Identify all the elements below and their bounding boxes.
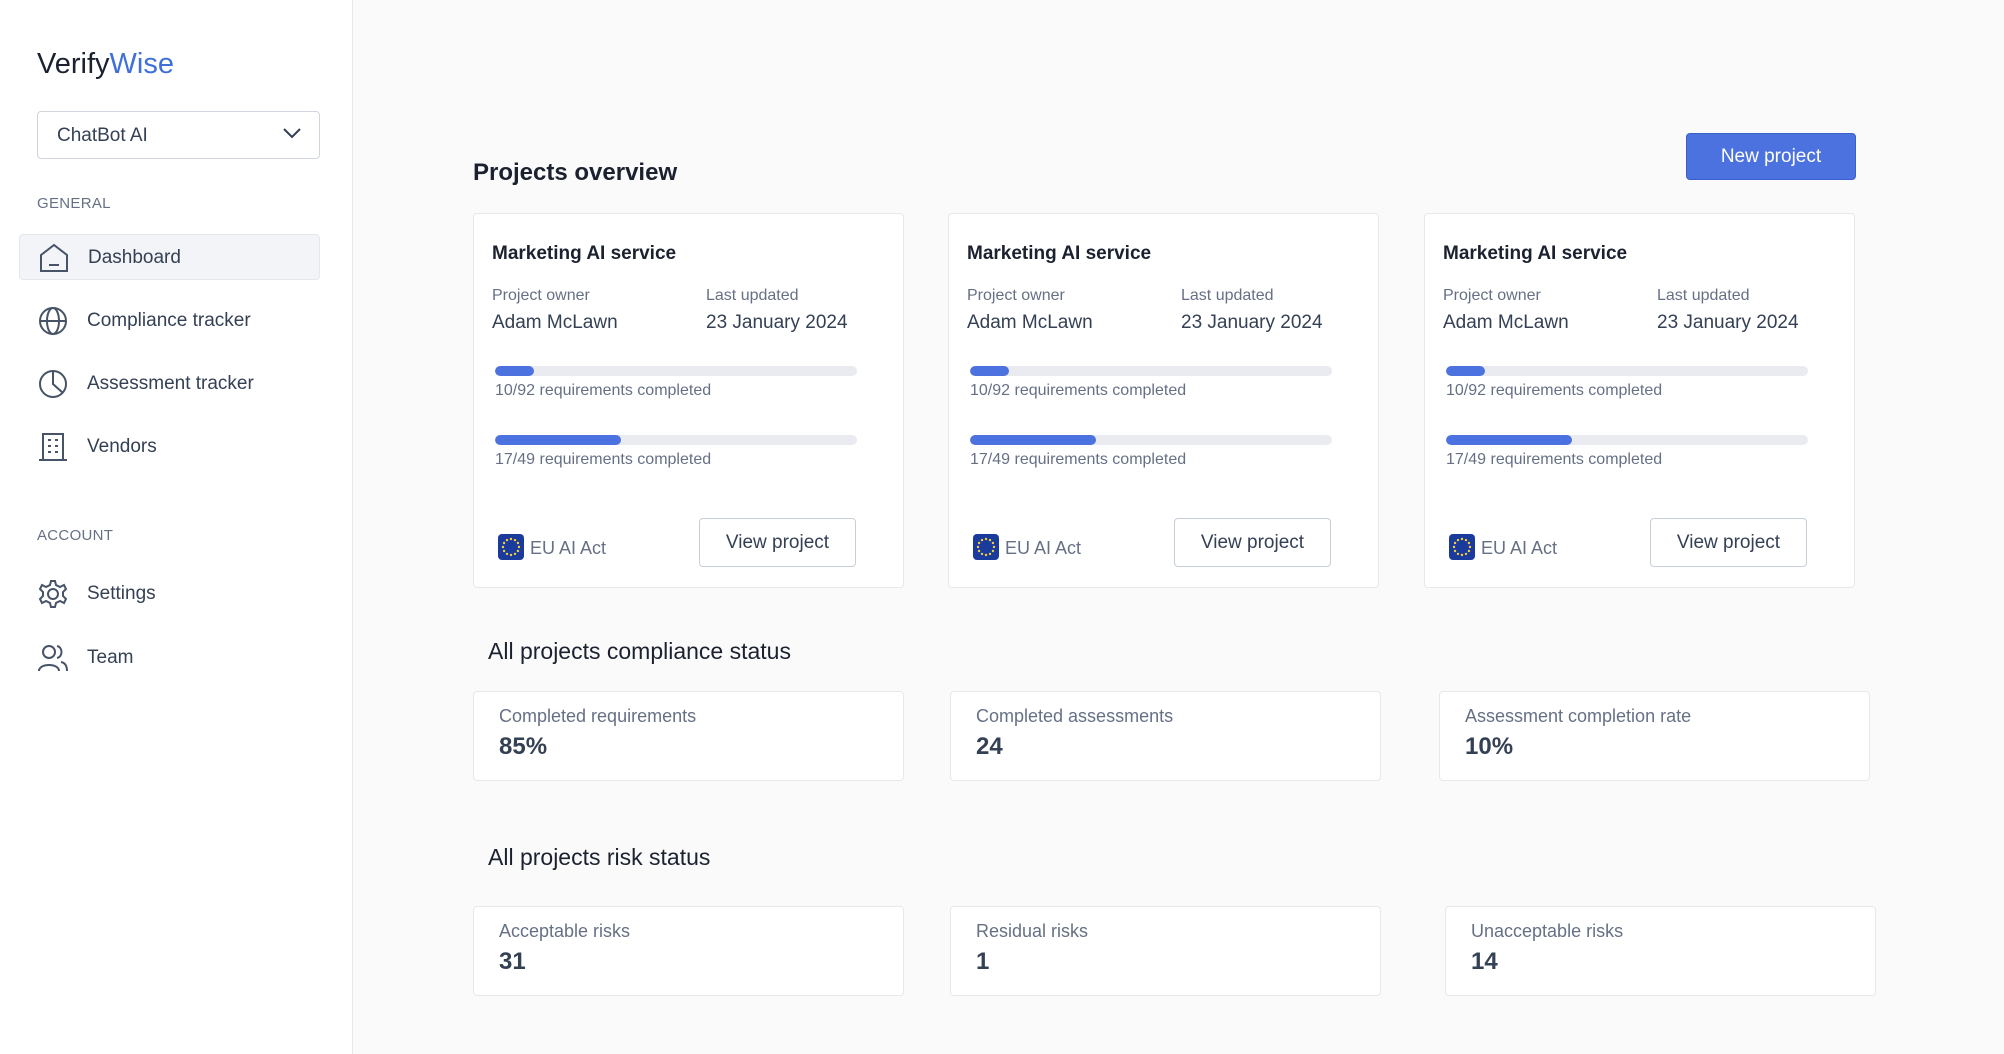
nav-label: Team (87, 647, 134, 668)
updated-label: Last updated (1181, 287, 1274, 304)
logo-text-accent: Wise (109, 48, 174, 80)
icon-building (39, 433, 67, 461)
progress-track (970, 366, 1332, 376)
view-project-button[interactable]: View project (1650, 518, 1807, 567)
owner: Adam McLawn (1443, 312, 1569, 333)
project-select[interactable]: ChatBot AI (37, 111, 320, 159)
progress-track (970, 435, 1332, 445)
stat-value: 24 (976, 733, 1003, 760)
project-card: Marketing AI service Project owner Adam Mc… (473, 213, 904, 588)
eu-flag (498, 534, 524, 560)
nav-item[interactable]: Settings (19, 571, 320, 617)
progress-track (1446, 435, 1808, 445)
stat-value: 85% (499, 733, 548, 760)
project-card: Marketing AI service Project owner Adam Mc… (948, 213, 1379, 588)
stat-value: 14 (1471, 948, 1498, 975)
nav-label: Vendors (87, 436, 157, 457)
nav-label: Assessment tracker (87, 373, 254, 394)
logo-text: Verify (37, 48, 110, 80)
stat-card: Residual risks 1 (950, 906, 1381, 996)
project-name: Marketing AI service (967, 243, 1152, 264)
framework: EU AI Act (530, 538, 607, 558)
stat-label: Unacceptable risks (1471, 921, 1624, 941)
view-project-button[interactable]: View project (1174, 518, 1331, 567)
progress-fill (495, 366, 535, 376)
progress-label: 17/49 requirements completed (970, 451, 1187, 468)
chevron (283, 128, 301, 139)
progress-track (1446, 366, 1808, 376)
view-project-button[interactable]: View project (699, 518, 856, 567)
progress-fill (1446, 366, 1486, 376)
progress-label: 10/92 requirements completed (495, 382, 712, 399)
eu-flag (1449, 534, 1475, 560)
progress-track (495, 366, 857, 376)
progress-label: 17/49 requirements completed (1446, 451, 1663, 468)
section-title: All projects risk status (488, 844, 711, 870)
sidebar: VerifyWise ChatBot AI GENERAL Dashboard … (0, 0, 353, 1054)
stat-label: Completed assessments (976, 706, 1174, 726)
updated-label: Last updated (1657, 287, 1750, 304)
stat-card: Completed requirements 85% (473, 691, 904, 781)
progress-fill (970, 366, 1010, 376)
owner-label: Project owner (967, 287, 1065, 304)
new-project-button[interactable]: New project (1686, 133, 1856, 180)
nav-item[interactable]: Dashboard (19, 234, 320, 280)
progress-track (495, 435, 857, 445)
logo[interactable]: VerifyWise (37, 48, 174, 81)
icon-globe (39, 307, 67, 335)
owner-label: Project owner (492, 287, 590, 304)
nav-heading: ACCOUNT (37, 527, 114, 544)
nav-label: Dashboard (88, 247, 181, 268)
owner-label: Project owner (1443, 287, 1541, 304)
progress-label: 10/92 requirements completed (1446, 382, 1663, 399)
progress-fill (1446, 435, 1572, 445)
icon-pie (39, 370, 67, 398)
updated: 23 January 2024 (1657, 312, 1799, 333)
progress-label: 17/49 requirements completed (495, 451, 712, 468)
stat-card: Completed assessments 24 (950, 691, 1381, 781)
stat-value: 1 (976, 948, 990, 975)
stat-card: Assessment completion rate 10% (1439, 691, 1870, 781)
eu-flag (973, 534, 999, 560)
project-name: Marketing AI service (1443, 243, 1628, 264)
stat-card: Acceptable risks 31 (473, 906, 904, 996)
icon-team (38, 645, 68, 672)
flag-stars (1452, 537, 1472, 557)
flag-stars (501, 537, 521, 557)
select-value: ChatBot AI (57, 125, 148, 146)
nav-item[interactable]: Vendors (19, 424, 320, 470)
stat-value: 31 (499, 948, 526, 975)
stat-value: 10% (1465, 733, 1514, 760)
flag-stars (976, 537, 996, 557)
stat-label: Completed requirements (499, 706, 697, 726)
section-title: All projects compliance status (488, 638, 791, 664)
icon-home (40, 243, 68, 272)
stat-label: Acceptable risks (499, 921, 631, 941)
project-card: Marketing AI service Project owner Adam Mc… (1424, 213, 1855, 588)
stat-label: Residual risks (976, 921, 1089, 941)
nav-item[interactable]: Team (19, 635, 320, 681)
project-name: Marketing AI service (492, 243, 677, 264)
nav-heading: GENERAL (37, 195, 111, 212)
nav-label: Settings (87, 583, 156, 604)
framework: EU AI Act (1005, 538, 1082, 558)
progress-fill (970, 435, 1096, 445)
framework: EU AI Act (1481, 538, 1558, 558)
updated: 23 January 2024 (706, 312, 848, 333)
icon-settings (38, 580, 68, 608)
stat-card: Unacceptable risks 14 (1445, 906, 1876, 996)
nav-item[interactable]: Compliance tracker (19, 298, 320, 344)
owner: Adam McLawn (492, 312, 618, 333)
progress-fill (495, 435, 621, 445)
nav-label: Compliance tracker (87, 310, 251, 331)
updated-label: Last updated (706, 287, 799, 304)
page-title: Projects overview (473, 159, 678, 186)
owner: Adam McLawn (967, 312, 1093, 333)
progress-label: 10/92 requirements completed (970, 382, 1187, 399)
updated: 23 January 2024 (1181, 312, 1323, 333)
nav-item[interactable]: Assessment tracker (19, 361, 320, 407)
stat-label: Assessment completion rate (1465, 706, 1692, 726)
